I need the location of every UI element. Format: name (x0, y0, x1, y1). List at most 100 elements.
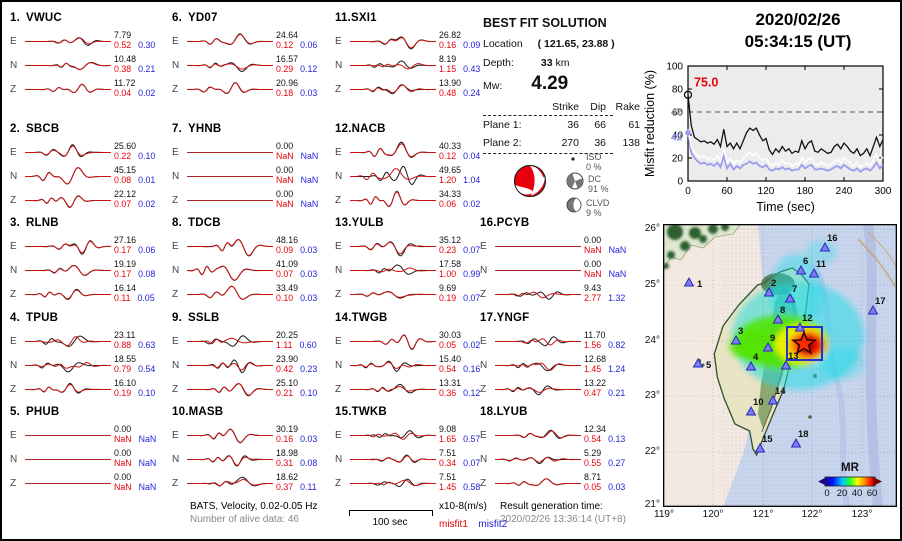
station-number: 3 (738, 326, 743, 337)
station-triangle-icon (794, 321, 806, 332)
peak-amplitude: 0.00 (114, 471, 132, 482)
misfit2-value: NaN (300, 174, 319, 185)
waveform-values: 26.82 0.16 0.09 (439, 30, 480, 50)
station-block: 18.LYUB E 12.34 0.54 0.13 N 5.29 0.55 0.27 Z 8.71 0… (480, 406, 642, 495)
misfit2-value: 0.03 (300, 244, 318, 255)
component-label: Z (172, 383, 179, 395)
waveform-values: 0.00 NaN NaN (584, 259, 626, 279)
misfit1-value: NaN (276, 150, 294, 161)
misfit2-value: 0.16 (463, 363, 481, 374)
waveform-values: 12.34 0.54 0.13 (584, 424, 625, 444)
lat-tick-label: 25° (644, 279, 660, 290)
peak-amplitude: 16.10 (114, 377, 137, 388)
peak-amplitude: 23.90 (276, 353, 299, 364)
mw-label: Mw: (483, 80, 503, 92)
waveform-row: Z 33.49 0.10 0.03 (172, 282, 334, 306)
waveform-row: Z 9.69 0.19 0.07 (335, 282, 497, 306)
waveform-trace (25, 61, 111, 70)
waveform-values: 0.00 NaN NaN (276, 141, 318, 161)
station-block: 17.YNGF E 11.70 1.56 0.82 N 12.68 1.45 1.24 Z 13.2… (480, 312, 642, 401)
misfit2-value: 0.06 (138, 244, 156, 255)
waveform-trace (350, 478, 436, 487)
misfit1-value: 0.17 (114, 268, 132, 279)
station-title: 5. PHUB (10, 406, 60, 418)
misfit1-value: NaN (584, 244, 602, 255)
waveform-trace (350, 383, 436, 393)
x-tick-label: 0 (685, 186, 691, 197)
waveform-values: 18.62 0.37 0.11 (276, 472, 317, 492)
peak-amplitude: 0.00 (114, 423, 132, 434)
waveform-values: 34.33 0.06 0.02 (439, 189, 480, 209)
station-triangle-icon (754, 442, 766, 453)
peak-amplitude: 20.25 (276, 329, 299, 340)
waveform-values: 41.09 0.07 0.03 (276, 259, 317, 279)
location-value: ( 121.65, 23.88 ) (537, 38, 615, 50)
annotation-42-gray: 42 (671, 107, 683, 118)
station-number: 16 (827, 233, 838, 244)
waveform-trace (187, 175, 273, 177)
peak-amplitude: 11.70 (584, 329, 606, 340)
waveform-values: 9.08 1.65 0.57 (439, 424, 480, 444)
peak-amplitude: 10.48 (114, 53, 137, 64)
colorbar-tick: 60 (867, 488, 878, 499)
clvd-label: CLVD 9 % (586, 198, 610, 218)
peak-amplitude: 45.15 (114, 164, 137, 175)
focal-mechanism-beachball (514, 165, 546, 197)
peak-amplitude: 9.43 (584, 282, 602, 293)
station-title: 11.SXI1 (335, 12, 377, 24)
lon-tick-label: 122° (801, 509, 823, 520)
station-triangle-icon (683, 276, 695, 287)
waveform-trace (495, 362, 581, 371)
waveform-trace (495, 456, 581, 464)
misfit2-value: 0.23 (300, 363, 318, 374)
waveform-row: N 19.19 0.17 0.08 (10, 258, 172, 282)
y-axis-title: Misfit reduction (%) (643, 70, 657, 177)
mr-heatmap (729, 240, 865, 390)
station-block: 9. SSLB E 20.25 1.11 0.60 N 23.90 0.42 0.23 Z 25.10… (172, 312, 334, 401)
station-triangle-icon (772, 313, 784, 324)
station-triangle-icon (784, 292, 796, 303)
series-1 (687, 129, 884, 169)
y-tick-label: 0 (677, 177, 683, 188)
component-label: E (480, 335, 487, 347)
peak-amplitude: 20.96 (276, 77, 299, 88)
peak-amplitude: 15.40 (439, 353, 462, 364)
waveform-trace (350, 240, 436, 256)
station-block: 13.YULB E 35.12 0.23 0.07 N 17.58 1.00 0.99 Z 9.69… (335, 217, 497, 306)
waveform-row: N 0.00 NaN NaN (480, 258, 642, 282)
misfit1-value: NaN (114, 433, 132, 444)
peak-amplitude: 0.00 (114, 447, 132, 458)
misfit2-value: 1.04 (463, 174, 481, 185)
misfit2-value: 0.05 (137, 292, 155, 303)
mr-colorbar: MR 0 20 40 60 (818, 462, 882, 499)
component-label: Z (10, 477, 17, 489)
component-label: Z (480, 383, 487, 395)
component-label: E (172, 35, 179, 47)
component-label: N (10, 264, 18, 276)
misfit2-value: NaN (608, 268, 627, 279)
misfit2-value: 0.01 (138, 174, 156, 185)
station-triangle-icon (730, 334, 742, 345)
waveform-row: E 12.34 0.54 0.13 (480, 423, 642, 447)
component-label: E (335, 335, 342, 347)
component-label: E (335, 146, 342, 158)
waveform-trace (25, 334, 111, 347)
grid-search-box (786, 326, 823, 361)
misfit1-value: 1.45 (439, 481, 457, 492)
dc-beachball-glyph (566, 172, 584, 190)
misfit2-value: 0.09 (463, 39, 481, 50)
waveform-values: 7.51 1.45 0.58 (439, 472, 480, 492)
station-number: 17 (875, 296, 886, 307)
misfit1-value: 0.52 (114, 39, 132, 50)
peak-amplitude: 17.58 (439, 258, 462, 269)
misfit1-value: 1.11 (276, 339, 293, 350)
series-0 (687, 94, 884, 158)
component-label: N (10, 170, 18, 182)
waveform-trace (495, 477, 581, 486)
station-block: 14.TWGB E 30.03 0.05 0.02 N 15.40 0.54 0.16 Z 13.3… (335, 312, 497, 401)
peak-amplitude: 23.11 (114, 329, 136, 340)
waveform-row: E 27.16 0.17 0.06 (10, 234, 172, 258)
component-label: Z (172, 83, 179, 95)
waveform-row: E 30.03 0.05 0.02 (335, 329, 497, 353)
